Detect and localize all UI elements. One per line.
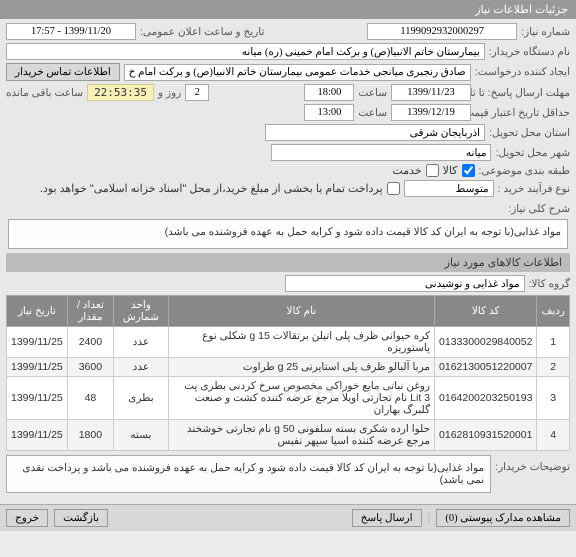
col-unit: واحد شمارش (114, 296, 169, 327)
table-row[interactable]: 20162130051220007مربا آلبالو ظرف پلی است… (7, 358, 570, 377)
time-label-1: ساعت (358, 87, 387, 99)
announce-value (6, 23, 136, 40)
creator-label: ایجاد کننده درخواست: (475, 66, 570, 78)
table-cell: کره حیوانی ظرف پلی اتیلن برتقالات 15 g ش… (168, 327, 434, 358)
service-checkbox[interactable] (426, 164, 439, 177)
group-value (285, 275, 525, 292)
table-row[interactable]: 10133300029840052کره حیوانی ظرف پلی اتیل… (7, 327, 570, 358)
table-cell: 2400 (67, 327, 113, 358)
countdown-remaining: ساعت باقی مانده (6, 87, 83, 99)
goods-label: کالا (443, 164, 458, 177)
delivery-province-label: استان محل تحویل: (489, 127, 570, 139)
panel-title: جزئیات اطلاعات نیاز (0, 0, 576, 19)
items-table: ردیف کد کالا نام کالا واحد شمارش تعداد /… (6, 295, 570, 451)
col-date: تاریخ نیاز (7, 296, 68, 327)
validity-label: حداقل تاریخ اعتبار قیمت: تا تاریخ: (475, 107, 570, 119)
reply-button[interactable]: ارسال پاسخ (352, 509, 422, 527)
buyer-notes-label: توضیحات خریدار: (495, 455, 570, 473)
attachments-button[interactable]: مشاهده مدارک پیوستی (0) (436, 509, 570, 527)
col-name: نام کالا (168, 296, 434, 327)
process-type-label: نوع فرآیند خرید : (498, 183, 570, 195)
table-cell: مربا آلبالو ظرف پلی استایرنی 25 g طراوت (168, 358, 434, 377)
table-cell: حلوا ارده شکری بسته سلفونی 50 g نام تجار… (168, 420, 434, 451)
table-cell: 1 (537, 327, 570, 358)
table-cell: بطری (114, 377, 169, 420)
need-description: مواد غذایی(با توجه به ایران کد کالا قیمت… (8, 219, 568, 249)
table-cell: عدد (114, 358, 169, 377)
deadline-date (391, 84, 471, 101)
table-cell: 2 (537, 358, 570, 377)
service-label: خدمت (392, 164, 421, 177)
back-button[interactable]: بازگشت (54, 509, 108, 527)
group-label: گروه کالا: (529, 278, 570, 290)
table-cell: روغن نباتی مایع خوراکی مخصوص سرخ کردنی ب… (168, 377, 434, 420)
table-cell: 3 (537, 377, 570, 420)
table-row[interactable]: 30164200203250193روغن نباتی مایع خوراکی … (7, 377, 570, 420)
separator: | (428, 512, 431, 524)
creator-input (124, 64, 471, 81)
time-label-2: ساعت (358, 107, 387, 119)
countdown-timer: 22:53:35 (87, 84, 154, 101)
deadline-label: مهلت ارسال پاسخ: تا تاریخ: (475, 87, 570, 99)
exit-button[interactable]: خروج (6, 509, 48, 527)
buyer-org-label: نام دستگاه خریدار: (489, 46, 570, 58)
table-cell: 1399/11/25 (7, 358, 68, 377)
service-checkbox-wrap[interactable]: خدمت (392, 164, 438, 177)
goods-checkbox[interactable] (462, 164, 475, 177)
table-cell: 0162130051220007 (435, 358, 537, 377)
countdown-days (185, 84, 209, 101)
validity-time (304, 104, 354, 121)
need-no-label: شماره نیاز: (521, 26, 570, 38)
table-cell: 0133300029840052 (435, 327, 537, 358)
col-qty: تعداد / مقدار (67, 296, 113, 327)
budget-type-label: طبقه بندی موضوعی: (479, 165, 570, 177)
need-no-input (367, 23, 517, 40)
deadline-time (304, 84, 354, 101)
table-cell: 3600 (67, 358, 113, 377)
table-cell: عدد (114, 327, 169, 358)
table-cell: 48 (67, 377, 113, 420)
table-cell: 1399/11/25 (7, 420, 68, 451)
validity-date (391, 104, 471, 121)
goods-checkbox-wrap[interactable]: کالا (443, 164, 475, 177)
payment-note: پرداخت تمام یا بخشی از مبلغ خرید،از محل … (40, 182, 383, 195)
desc-label: شرح کلی نیاز: (508, 203, 570, 215)
buyer-notes: مواد غذایی(با توجه به ایران کد کالا قیمت… (6, 455, 491, 493)
delivery-province (265, 124, 485, 141)
table-cell: 1399/11/25 (7, 327, 68, 358)
table-cell: 0162810931520001 (435, 420, 537, 451)
col-index: ردیف (537, 296, 570, 327)
delivery-city (271, 144, 491, 161)
delivery-city-label: شهر محل تحویل: (495, 147, 570, 159)
table-cell: 0164200203250193 (435, 377, 537, 420)
process-type (404, 180, 494, 197)
buyer-org-input (6, 43, 485, 60)
table-row[interactable]: 40162810931520001حلوا ارده شکری بسته سلف… (7, 420, 570, 451)
payment-note-wrap: پرداخت تمام یا بخشی از مبلغ خرید،از محل … (40, 182, 400, 195)
contact-buyer-button[interactable]: اطلاعات تماس خریدار (6, 63, 120, 81)
table-cell: 1399/11/25 (7, 377, 68, 420)
table-cell: 1800 (67, 420, 113, 451)
payment-note-checkbox[interactable] (387, 182, 400, 195)
table-cell: 4 (537, 420, 570, 451)
items-section-header: اطلاعات کالاهای مورد نیاز (6, 253, 570, 272)
announce-label: تاریخ و ساعت اعلان عمومی: (140, 26, 264, 38)
col-code: کد کالا (435, 296, 537, 327)
countdown-days-suffix: روز و (158, 87, 181, 99)
table-cell: بسته (114, 420, 169, 451)
